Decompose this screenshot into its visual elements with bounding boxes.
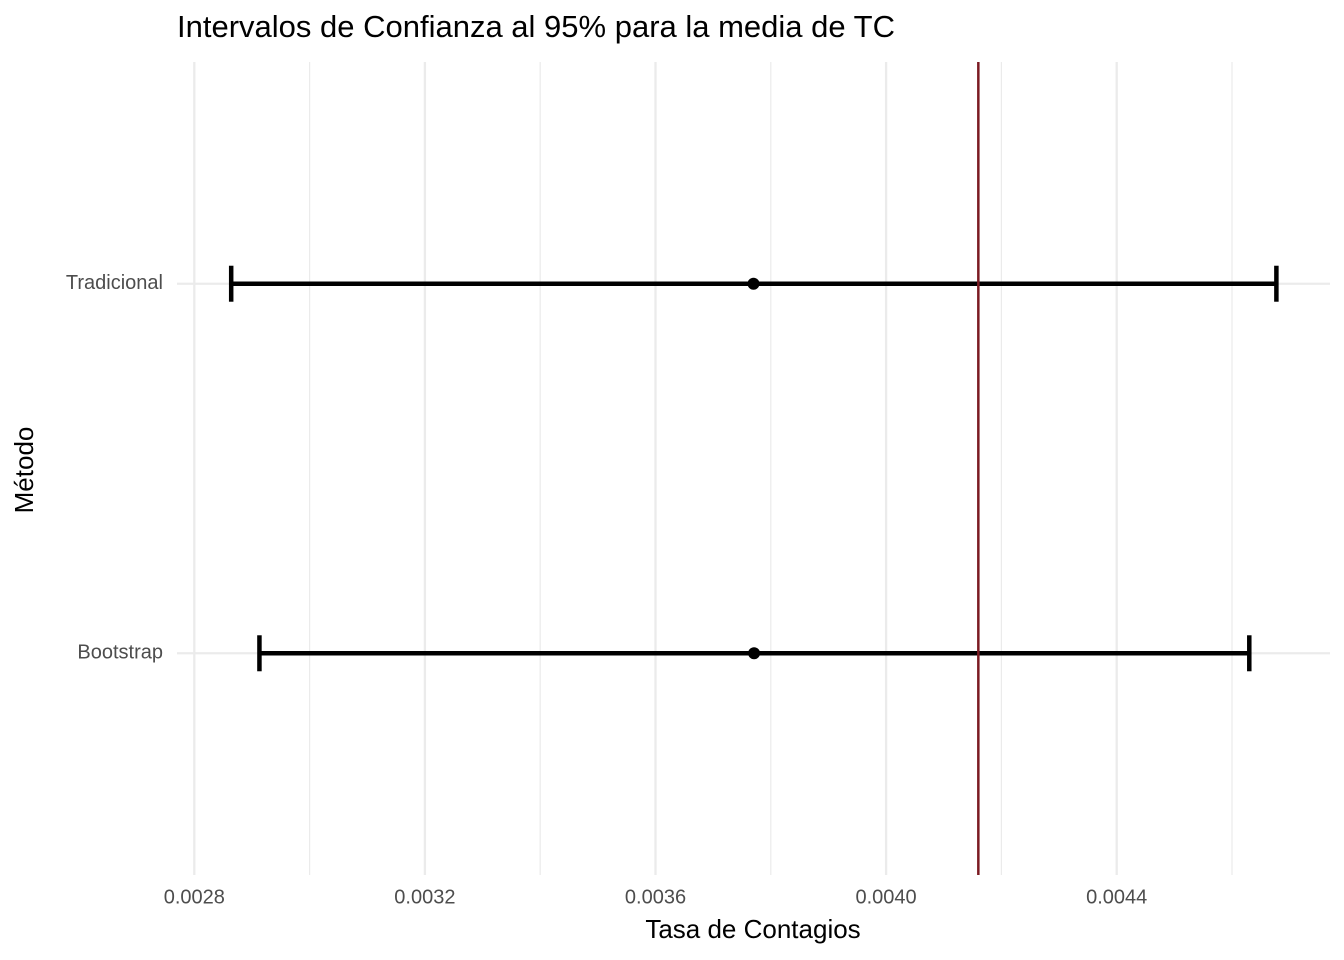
x-tick-label: 0.0036: [625, 886, 686, 908]
x-axis-title: Tasa de Contagios: [645, 914, 860, 944]
x-tick-label: 0.0028: [164, 886, 225, 908]
y-tick-label: Tradicional: [66, 272, 163, 294]
y-tick-label: Bootstrap: [77, 642, 163, 664]
x-tick-label: 0.0044: [1086, 886, 1147, 908]
mean-point: [748, 647, 761, 660]
mean-point: [747, 277, 760, 290]
chart-title: Intervalos de Confianza al 95% para la m…: [177, 9, 895, 44]
y-axis-title: Método: [9, 427, 39, 514]
x-tick-label: 0.0032: [394, 886, 455, 908]
x-tick-label: 0.0040: [856, 886, 917, 908]
